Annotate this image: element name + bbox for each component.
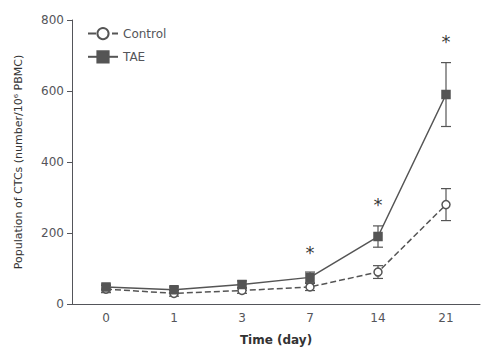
svg-text:Population of CTCs (number/10⁶: Population of CTCs (number/10⁶ PBMC) — [12, 55, 25, 270]
svg-text:*: * — [306, 242, 315, 263]
svg-text:600: 600 — [41, 84, 64, 98]
svg-text:800: 800 — [41, 13, 64, 27]
svg-text:*: * — [442, 31, 451, 52]
svg-text:0: 0 — [102, 311, 110, 325]
svg-text:Time (day): Time (day) — [240, 333, 312, 347]
svg-text:3: 3 — [238, 311, 246, 325]
svg-text:1: 1 — [170, 311, 178, 325]
svg-text:400: 400 — [41, 155, 64, 169]
svg-text:TAE: TAE — [122, 50, 145, 64]
svg-text:14: 14 — [370, 311, 385, 325]
svg-text:0: 0 — [56, 297, 64, 311]
svg-text:21: 21 — [438, 311, 453, 325]
svg-text:200: 200 — [41, 226, 64, 240]
svg-text:Control: Control — [123, 27, 166, 41]
svg-text:7: 7 — [306, 311, 314, 325]
svg-text:*: * — [374, 194, 383, 215]
